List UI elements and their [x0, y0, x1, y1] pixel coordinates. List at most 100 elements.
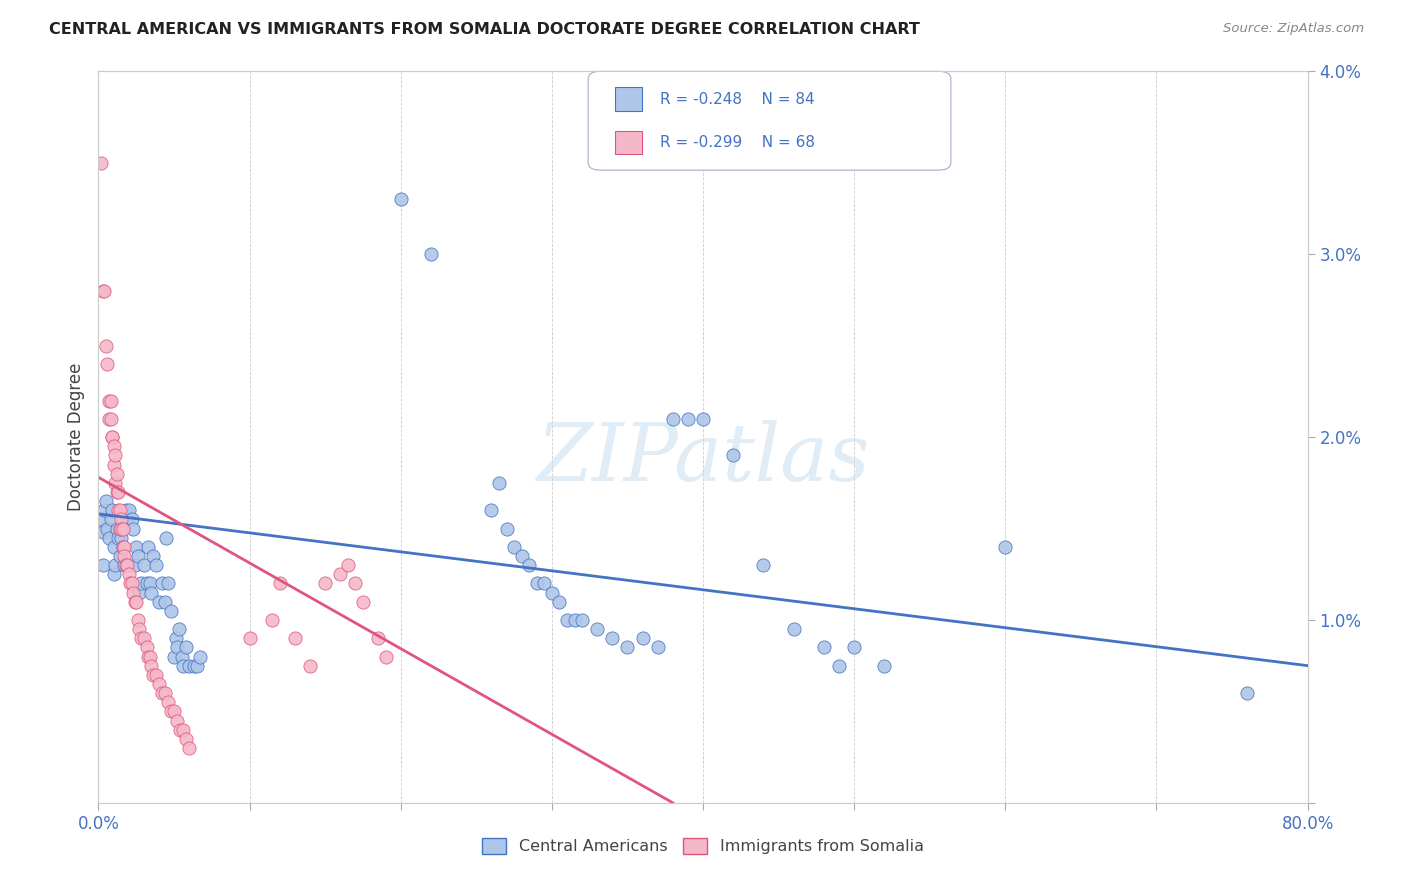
Point — [135, 576, 157, 591]
Text: R = -0.299    N = 68: R = -0.299 N = 68 — [659, 135, 815, 150]
Point — [124, 558, 146, 573]
Point — [170, 649, 193, 664]
Point — [112, 558, 135, 573]
Point — [526, 576, 548, 591]
Point — [344, 576, 367, 591]
Point — [98, 412, 121, 426]
Point — [94, 494, 117, 508]
Text: Source: ZipAtlas.com: Source: ZipAtlas.com — [1223, 22, 1364, 36]
Point — [299, 658, 322, 673]
Text: CENTRAL AMERICAN VS IMMIGRANTS FROM SOMALIA DOCTORATE DEGREE CORRELATION CHART: CENTRAL AMERICAN VS IMMIGRANTS FROM SOMA… — [49, 22, 920, 37]
Point — [186, 658, 208, 673]
Point — [111, 540, 134, 554]
Point — [93, 503, 115, 517]
Point — [828, 658, 851, 673]
Point — [179, 740, 201, 755]
Point — [118, 567, 141, 582]
Point — [101, 503, 124, 517]
Point — [548, 595, 571, 609]
Point — [98, 531, 121, 545]
Point — [108, 549, 131, 563]
Point — [153, 686, 176, 700]
Point — [105, 467, 128, 481]
Point — [631, 632, 654, 646]
Point — [269, 576, 291, 591]
Point — [148, 595, 170, 609]
Point — [676, 412, 699, 426]
Point — [122, 585, 145, 599]
Point — [96, 521, 118, 535]
Point — [329, 567, 352, 582]
Point — [488, 475, 510, 490]
Point — [174, 731, 197, 746]
Point — [118, 503, 141, 517]
Point — [108, 503, 131, 517]
Point — [94, 338, 117, 352]
Point — [135, 640, 157, 655]
Point — [128, 622, 150, 636]
Point — [540, 585, 562, 599]
Point — [336, 558, 359, 573]
Point — [1236, 686, 1258, 700]
Point — [129, 576, 152, 591]
Point — [367, 632, 389, 646]
Point — [169, 723, 191, 737]
Point — [108, 521, 131, 535]
Point — [103, 567, 125, 582]
Point — [101, 430, 124, 444]
Point — [112, 549, 135, 563]
Point — [160, 604, 183, 618]
Point — [120, 576, 142, 591]
Point — [571, 613, 593, 627]
Point — [723, 449, 745, 463]
Point — [172, 658, 194, 673]
Point — [148, 677, 170, 691]
Point — [136, 649, 159, 664]
Point — [510, 549, 533, 563]
Point — [110, 512, 132, 526]
Point — [129, 632, 152, 646]
Point — [100, 412, 122, 426]
Point — [142, 667, 165, 681]
Point — [115, 512, 138, 526]
Point — [114, 503, 136, 517]
Point — [150, 576, 173, 591]
FancyBboxPatch shape — [614, 87, 641, 111]
Point — [165, 632, 187, 646]
Point — [103, 439, 125, 453]
Point — [163, 649, 186, 664]
Point — [555, 613, 578, 627]
Point — [93, 284, 115, 298]
Point — [91, 284, 114, 298]
Text: ZIPatlas: ZIPatlas — [536, 420, 870, 498]
Point — [114, 558, 136, 573]
FancyBboxPatch shape — [614, 130, 641, 154]
Point — [183, 658, 205, 673]
Point — [110, 531, 132, 545]
Point — [163, 705, 186, 719]
Point — [150, 686, 173, 700]
Text: R = -0.248    N = 84: R = -0.248 N = 84 — [659, 92, 814, 107]
Point — [503, 540, 526, 554]
Point — [783, 622, 806, 636]
Point — [844, 640, 866, 655]
Point — [517, 558, 540, 573]
Point — [110, 521, 132, 535]
Point — [174, 640, 197, 655]
Point — [104, 475, 127, 490]
Point — [100, 512, 122, 526]
Point — [166, 714, 188, 728]
Point — [103, 540, 125, 554]
Point — [104, 558, 127, 573]
Point — [179, 658, 201, 673]
Point — [166, 640, 188, 655]
Point — [602, 632, 624, 646]
Point — [107, 531, 129, 545]
Point — [136, 540, 159, 554]
Point — [692, 412, 714, 426]
Point — [139, 649, 162, 664]
Point — [103, 458, 125, 472]
Point — [616, 640, 638, 655]
Point — [495, 521, 517, 535]
Point — [141, 658, 163, 673]
